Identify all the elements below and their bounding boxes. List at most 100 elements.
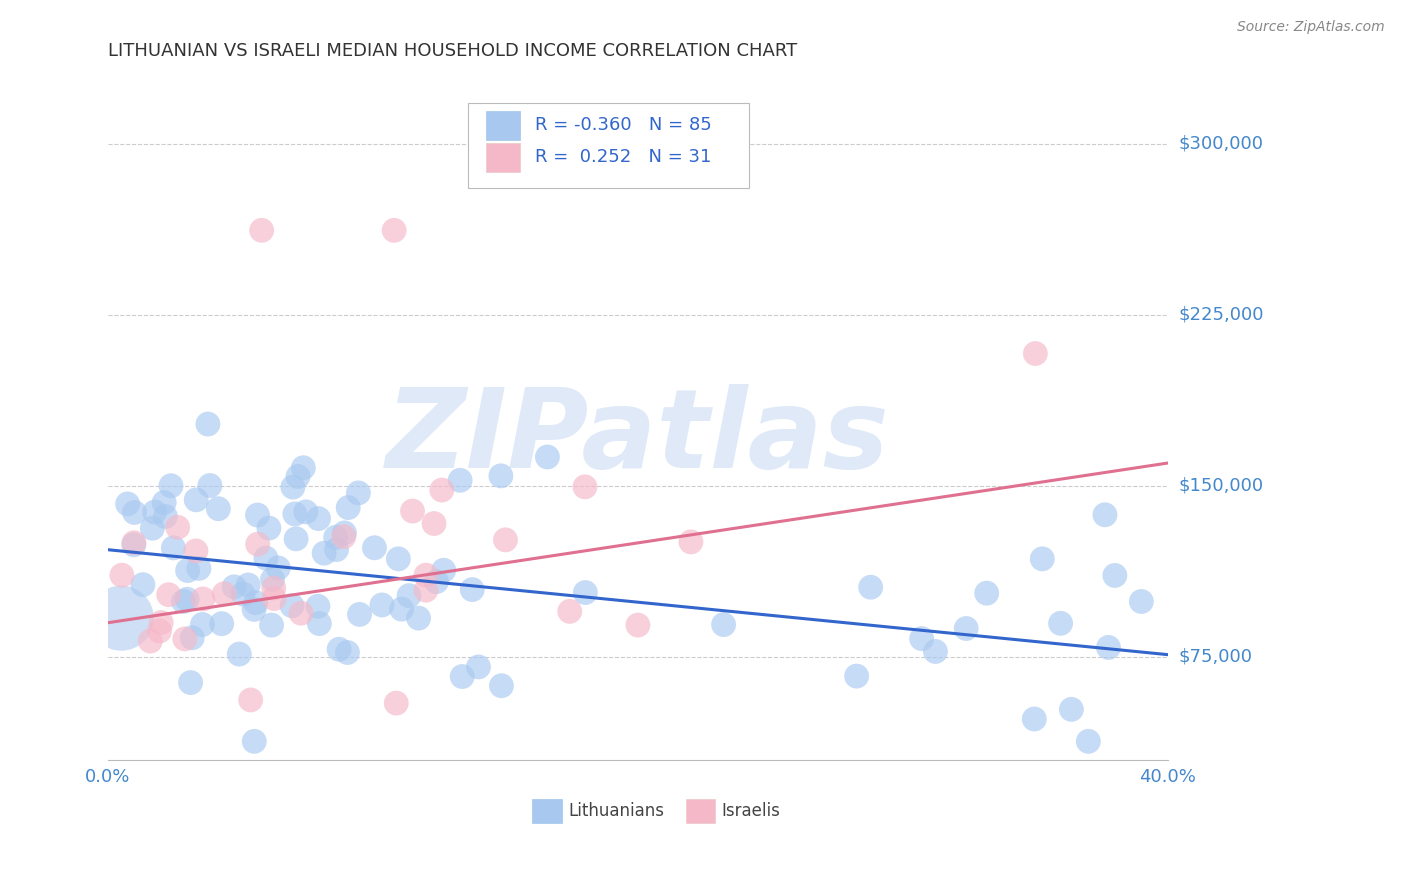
Point (284, 507, 307, 521)
FancyBboxPatch shape (468, 103, 749, 188)
Point (1060, 702, 1083, 716)
Point (212, 587, 235, 601)
Point (627, 618, 650, 632)
Point (243, 734, 266, 748)
Point (336, 646, 359, 660)
Point (232, 587, 254, 601)
Point (292, 460, 315, 475)
FancyBboxPatch shape (531, 798, 561, 823)
Text: $300,000: $300,000 (1180, 135, 1264, 153)
Point (325, 542, 347, 557)
Point (281, 599, 304, 613)
Point (139, 634, 162, 648)
Point (308, 616, 330, 631)
Point (181, 631, 204, 645)
Point (263, 591, 285, 606)
Point (111, 568, 134, 582)
Point (385, 696, 408, 710)
Point (325, 530, 347, 544)
Point (243, 602, 266, 616)
Point (172, 594, 194, 608)
Point (461, 582, 484, 597)
Point (263, 581, 285, 595)
Point (287, 469, 309, 483)
Point (184, 544, 207, 558)
Point (467, 660, 489, 674)
Point (859, 580, 882, 594)
Point (157, 588, 180, 602)
Point (449, 473, 471, 487)
Point (239, 693, 262, 707)
Point (117, 497, 139, 511)
Point (198, 478, 221, 492)
Point (307, 599, 329, 614)
Point (122, 538, 145, 552)
Point (191, 591, 214, 606)
Point (363, 541, 385, 555)
Point (401, 504, 423, 518)
Point (295, 505, 318, 519)
Point (228, 647, 250, 661)
Point (250, 223, 273, 237)
Point (328, 642, 350, 657)
Point (110, 611, 132, 625)
Point (911, 632, 934, 646)
Point (415, 583, 437, 598)
FancyBboxPatch shape (486, 143, 520, 171)
Text: ZIPatlas: ZIPatlas (387, 384, 890, 491)
Point (155, 509, 177, 524)
Point (924, 644, 946, 658)
Point (122, 535, 145, 549)
Point (574, 585, 596, 599)
Point (238, 578, 260, 592)
FancyBboxPatch shape (686, 798, 716, 823)
Point (246, 508, 269, 522)
Point (423, 516, 446, 531)
Point (398, 589, 420, 603)
Text: $75,000: $75,000 (1180, 648, 1253, 666)
Point (391, 602, 413, 616)
Point (180, 675, 202, 690)
Point (187, 561, 209, 575)
Point (494, 533, 516, 547)
Point (347, 486, 370, 500)
Point (574, 480, 596, 494)
Point (281, 480, 304, 494)
Point (955, 622, 977, 636)
Point (489, 468, 512, 483)
Point (197, 417, 219, 431)
Point (173, 632, 195, 646)
Point (491, 679, 513, 693)
Point (679, 535, 702, 549)
Point (433, 563, 456, 577)
Point (382, 223, 405, 237)
Point (1031, 552, 1053, 566)
Point (314, 546, 336, 560)
Text: $150,000: $150,000 (1180, 477, 1264, 495)
Point (254, 551, 277, 566)
Point (162, 541, 184, 555)
Point (713, 617, 735, 632)
Point (290, 606, 312, 620)
Point (1077, 734, 1099, 748)
Point (176, 592, 198, 607)
Point (1130, 594, 1153, 608)
Point (1049, 616, 1071, 631)
Point (141, 521, 163, 535)
Text: Source: ZipAtlas.com: Source: ZipAtlas.com (1237, 20, 1385, 34)
Point (1104, 568, 1126, 582)
Point (262, 572, 284, 586)
Point (1094, 508, 1116, 522)
Point (536, 450, 558, 464)
Point (308, 511, 330, 525)
Point (191, 617, 214, 632)
Text: Israelis: Israelis (721, 802, 780, 820)
Point (845, 669, 868, 683)
Point (186, 492, 208, 507)
Point (148, 624, 170, 638)
Text: R =  0.252   N = 31: R = 0.252 N = 31 (536, 148, 711, 166)
Text: LITHUANIAN VS ISRAELI MEDIAN HOUSEHOLD INCOME CORRELATION CHART: LITHUANIAN VS ISRAELI MEDIAN HOUSEHOLD I… (108, 42, 797, 60)
Point (371, 598, 394, 612)
Point (267, 561, 290, 575)
Point (333, 525, 356, 540)
